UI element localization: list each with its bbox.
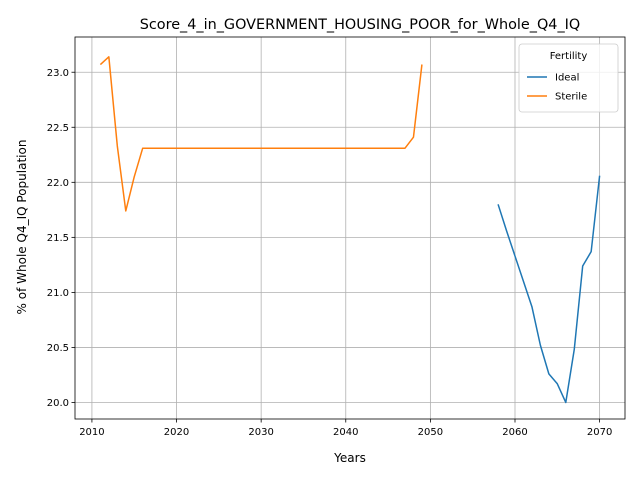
x-tick-label: 2040: [333, 427, 358, 438]
chart-title: Score_4_in_GOVERNMENT_HOUSING_POOR_for_W…: [140, 17, 580, 33]
y-axis-label: % of Whole Q4_IQ Population: [15, 140, 29, 315]
y-tick-label: 22.0: [47, 178, 69, 189]
series-line-sterile: [99, 56, 423, 212]
y-tick-label: 21.5: [47, 233, 69, 244]
series-line-ideal: [497, 175, 601, 404]
y-axis-ticks: 20.0 20.5 21.0 21.5 22.0 22.5 23.0: [47, 68, 75, 409]
y-tick-label: 23.0: [47, 68, 69, 79]
legend-label-ideal: Ideal: [555, 73, 579, 84]
legend: Fertility Ideal Sterile: [518, 43, 619, 113]
x-axis-ticks: 2010 2020 2030 2040 2050 2060 2070: [79, 419, 612, 438]
legend-label-sterile: Sterile: [555, 92, 587, 103]
plot-frame: [74, 36, 626, 420]
y-tick-label: 21.0: [47, 288, 69, 299]
x-tick-label: 2030: [248, 427, 273, 438]
x-axis-label: Years: [333, 451, 366, 465]
legend-title: Fertility: [550, 51, 588, 62]
x-tick-label: 2020: [164, 427, 189, 438]
y-tick-label: 20.5: [47, 343, 69, 354]
y-tick-label: 22.5: [47, 123, 69, 134]
x-tick-label: 2010: [79, 427, 104, 438]
y-tick-label: 20.0: [47, 398, 69, 409]
x-tick-label: 2070: [587, 427, 612, 438]
x-tick-label: 2050: [418, 427, 443, 438]
series-lines: [99, 56, 601, 404]
legend-box: [518, 43, 619, 113]
x-tick-label: 2060: [502, 427, 527, 438]
